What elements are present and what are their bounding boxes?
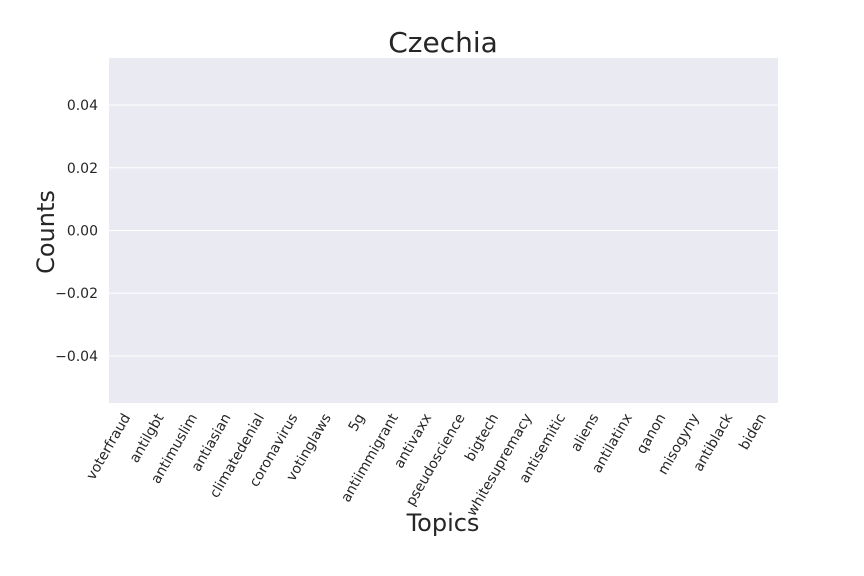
y-tick-label: 0.02 <box>67 161 98 177</box>
x-tick-label: voterfraud <box>83 411 134 483</box>
y-tick-labels: 0.04 0.02 0.00 −0.02 −0.04 <box>55 98 98 365</box>
x-tick-label: qanon <box>634 411 670 457</box>
x-tick-label: 5g <box>346 411 369 434</box>
grid-lines <box>109 104 778 357</box>
y-axis-label: Counts <box>32 190 60 274</box>
chart-title: Czechia <box>388 26 498 59</box>
y-tick-label: −0.04 <box>55 349 98 365</box>
y-tick-label: 0.04 <box>67 98 98 114</box>
x-tick-label: biden <box>736 411 769 453</box>
x-tick-labels: voterfraudantilgbtantimuslimantiasiancli… <box>83 410 769 519</box>
x-axis-label: Topics <box>406 509 480 537</box>
y-tick-label: −0.02 <box>55 286 98 302</box>
y-tick-label: 0.00 <box>67 224 98 240</box>
x-tick-label: aliens <box>568 411 602 455</box>
